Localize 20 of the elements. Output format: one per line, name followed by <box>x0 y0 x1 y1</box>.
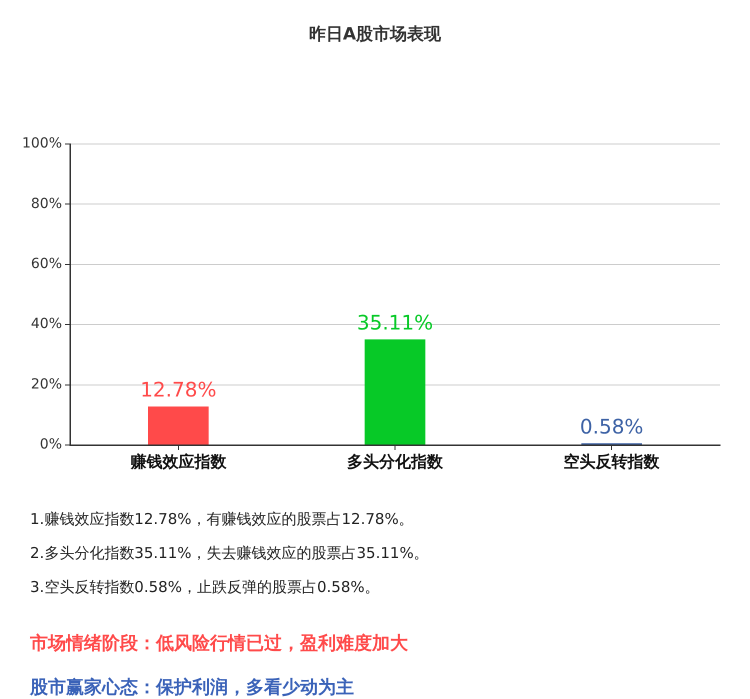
text: 3.空头反转指数0.58%，止跌反弹的股票占0.58%。 <box>30 578 380 596</box>
data-label: 0.58% <box>580 414 644 438</box>
y-tick-label: 60% <box>30 256 62 272</box>
bar <box>148 406 209 444</box>
bar <box>364 339 426 444</box>
x-tick-label: 多头分化指数 <box>347 452 444 471</box>
data-label: 35.11% <box>356 310 434 335</box>
text: 2.多头分化指数35.11%，失去赚钱效应的股票占35.11%。 <box>30 544 429 562</box>
text: 市场情绪阶段：低风险行情已过，盈利难度加大 <box>30 633 408 655</box>
y-tick-label: 100% <box>22 136 62 152</box>
x-tick-label: 空头反转指数 <box>564 452 661 471</box>
chart-title: 昨日A股市场表现 <box>308 24 442 44</box>
text: 股市赢家心态：保护利润，多看少动为主 <box>30 677 354 699</box>
y-tick-label: 0% <box>40 436 62 453</box>
text: 1.赚钱效应指数12.78%，有赚钱效应的股票占12.78%。 <box>30 510 414 528</box>
y-tick-label: 80% <box>30 196 62 212</box>
y-tick-label: 40% <box>30 316 62 332</box>
x-tick-label: 赚钱效应指数 <box>129 452 228 471</box>
data-label: 12.78% <box>140 378 216 402</box>
y-tick-label: 20% <box>30 376 62 392</box>
